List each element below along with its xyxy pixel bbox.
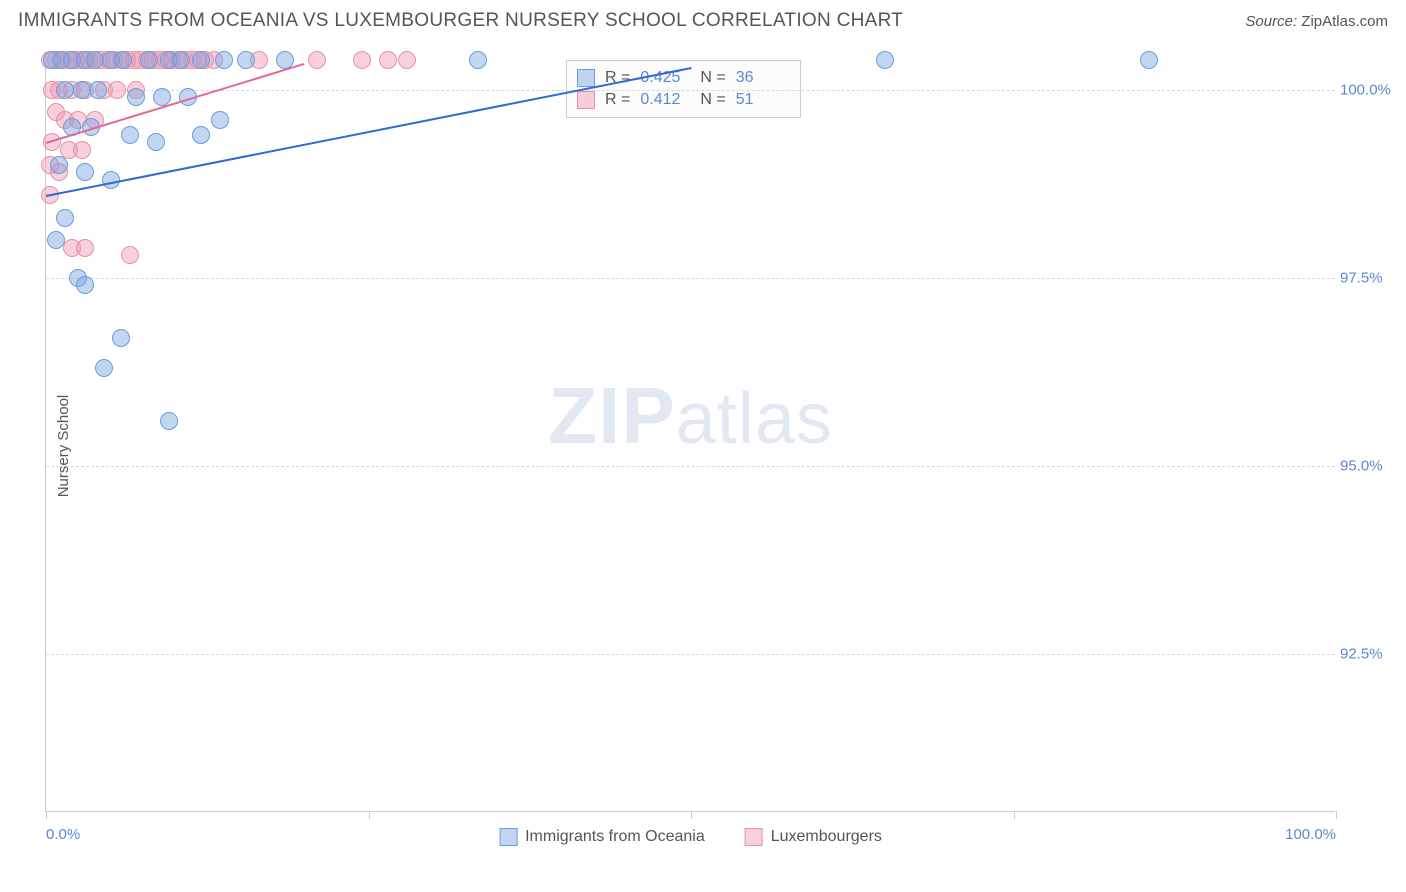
data-point-blue (1140, 51, 1158, 69)
data-point-blue (56, 81, 74, 99)
data-point-pink (379, 51, 397, 69)
data-point-blue (89, 81, 107, 99)
data-point-pink (121, 246, 139, 264)
blue-n-value: 36 (736, 69, 786, 87)
data-point-blue (47, 231, 65, 249)
n-label: N = (700, 91, 725, 109)
x-tick (1014, 811, 1015, 819)
x-tick-label: 100.0% (1285, 826, 1336, 843)
data-point-pink (108, 81, 126, 99)
swatch-blue (499, 828, 517, 846)
data-point-blue (160, 412, 178, 430)
data-point-blue (127, 88, 145, 106)
data-point-blue (114, 51, 132, 69)
x-tick (691, 811, 692, 819)
watermark-zip: ZIP (548, 371, 675, 460)
data-point-blue (140, 51, 158, 69)
data-point-blue (56, 209, 74, 227)
legend-blue-label: Immigrants from Oceania (525, 828, 705, 846)
watermark-atlas: atlas (676, 379, 833, 459)
data-point-pink (398, 51, 416, 69)
data-point-blue (211, 111, 229, 129)
data-point-pink (353, 51, 371, 69)
watermark: ZIPatlas (548, 370, 833, 462)
data-point-blue (95, 359, 113, 377)
gridline (46, 90, 1335, 91)
gridline (46, 466, 1335, 467)
data-point-blue (121, 126, 139, 144)
data-point-blue (147, 133, 165, 151)
data-point-blue (192, 126, 210, 144)
data-point-blue (876, 51, 894, 69)
x-tick-label: 0.0% (46, 826, 80, 843)
swatch-blue (577, 69, 595, 87)
pink-r-value: 0.412 (640, 91, 690, 109)
source-attribution: Source: ZipAtlas.com (1245, 13, 1388, 30)
data-point-blue (50, 156, 68, 174)
legend-item-pink: Luxembourgers (745, 828, 882, 846)
legend: Immigrants from Oceania Luxembourgers (499, 828, 882, 846)
data-point-blue (76, 163, 94, 181)
data-point-blue (192, 51, 210, 69)
trend-line (46, 63, 305, 144)
data-point-pink (76, 239, 94, 257)
y-tick-label: 92.5% (1340, 645, 1395, 662)
x-tick (46, 811, 47, 819)
swatch-pink (745, 828, 763, 846)
gridline (46, 654, 1335, 655)
chart-title: IMMIGRANTS FROM OCEANIA VS LUXEMBOURGER … (18, 10, 903, 32)
n-label: N = (700, 69, 725, 87)
data-point-blue (469, 51, 487, 69)
data-point-blue (112, 329, 130, 347)
source-value: ZipAtlas.com (1301, 13, 1388, 30)
source-label: Source: (1245, 13, 1297, 30)
data-point-blue (172, 51, 190, 69)
swatch-pink (577, 91, 595, 109)
scatter-plot: ZIPatlas R = 0.425 N = 36 R = 0.412 N = … (45, 52, 1335, 812)
data-point-pink (73, 141, 91, 159)
y-tick-label: 97.5% (1340, 269, 1395, 286)
y-tick-label: 100.0% (1340, 81, 1395, 98)
data-point-blue (76, 276, 94, 294)
x-tick (1336, 811, 1337, 819)
data-point-blue (237, 51, 255, 69)
legend-pink-label: Luxembourgers (771, 828, 882, 846)
stats-row-pink: R = 0.412 N = 51 (577, 89, 786, 111)
data-point-blue (215, 51, 233, 69)
gridline (46, 278, 1335, 279)
pink-n-value: 51 (736, 91, 786, 109)
x-tick (369, 811, 370, 819)
r-label: R = (605, 91, 630, 109)
data-point-pink (308, 51, 326, 69)
y-tick-label: 95.0% (1340, 457, 1395, 474)
legend-item-blue: Immigrants from Oceania (499, 828, 705, 846)
